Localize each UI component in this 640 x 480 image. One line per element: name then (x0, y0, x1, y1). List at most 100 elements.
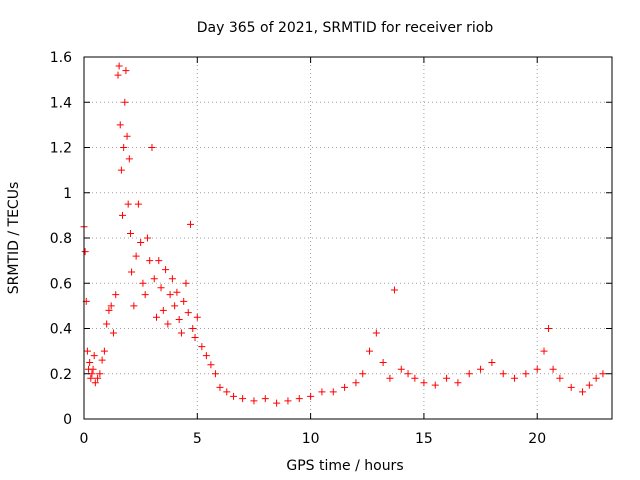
data-point (207, 361, 215, 369)
data-point (126, 229, 134, 237)
data-point (143, 234, 151, 242)
y-axis-label: SRMTID / TECUs (6, 182, 22, 295)
data-point (585, 381, 593, 389)
y-tick-label: 1.2 (50, 141, 72, 157)
data-point (202, 352, 210, 360)
data-point (273, 399, 281, 407)
chart-title: Day 365 of 2021, SRMTID for receiver rio… (197, 20, 494, 36)
data-point (175, 315, 183, 323)
data-point (477, 365, 485, 373)
data-point (86, 358, 94, 366)
data-point (112, 291, 120, 299)
data-point (128, 268, 136, 276)
data-point (114, 71, 122, 79)
data-point (155, 257, 163, 265)
x-tick-label: 20 (528, 431, 546, 447)
data-point (599, 370, 607, 378)
data-point (96, 370, 104, 378)
data-point (411, 374, 419, 382)
data-point (146, 257, 154, 265)
data-point (366, 347, 374, 355)
data-point (157, 284, 165, 292)
data-point (511, 374, 519, 382)
y-tick-label: 1.4 (50, 95, 72, 111)
data-point (132, 252, 140, 260)
data-point (153, 313, 161, 321)
data-point (150, 275, 158, 283)
data-point (307, 392, 315, 400)
data-point (94, 374, 102, 382)
data-point (122, 67, 130, 75)
axis-ticks (83, 56, 612, 420)
data-point (116, 121, 124, 129)
data-point (83, 347, 91, 355)
data-point (184, 309, 192, 317)
data-point (465, 370, 473, 378)
data-point (187, 220, 195, 228)
data-point (166, 291, 174, 299)
data-point (488, 358, 496, 366)
data-point (284, 397, 292, 405)
x-tick-labels: 0 5 10 15 20 (80, 431, 547, 447)
data-point (193, 313, 201, 321)
data-point (198, 343, 206, 351)
data-point (454, 379, 462, 387)
data-point (359, 370, 367, 378)
data-point (90, 352, 98, 360)
data-point (540, 347, 548, 355)
x-axis-label: GPS time / hours (286, 458, 403, 474)
data-point (121, 98, 129, 106)
data-point (109, 329, 117, 337)
data-point (567, 383, 575, 391)
data-point (120, 144, 128, 151)
data-point (87, 374, 95, 382)
x-tick-label: 10 (302, 431, 320, 447)
data-point (130, 302, 138, 310)
data-point (119, 211, 127, 219)
y-tick-label: 1.6 (50, 50, 72, 66)
data-point (168, 275, 176, 283)
data-point (533, 365, 541, 373)
data-point (556, 374, 564, 382)
data-point (420, 379, 428, 387)
data-point (390, 286, 398, 294)
data-points (80, 62, 607, 407)
data-point (216, 383, 224, 391)
data-point (123, 132, 131, 140)
data-point (239, 395, 247, 403)
data-point (379, 358, 387, 366)
data-point (431, 381, 439, 389)
x-tick-label: 15 (415, 431, 433, 447)
data-point (117, 166, 125, 174)
data-point (211, 370, 219, 378)
y-tick-label: 0.4 (50, 322, 72, 338)
data-point (261, 395, 269, 403)
data-point (341, 383, 349, 391)
data-point (103, 320, 111, 328)
data-point (329, 388, 337, 396)
data-point (499, 370, 507, 378)
grid (84, 57, 612, 419)
data-point (134, 200, 142, 208)
data-point (141, 291, 149, 299)
data-point (386, 374, 394, 382)
data-point (173, 288, 181, 296)
data-point (137, 239, 145, 247)
data-point (352, 379, 360, 387)
x-tick-label: 0 (80, 431, 89, 447)
data-point (89, 365, 97, 373)
data-point (182, 279, 190, 287)
data-point (295, 395, 303, 403)
data-point (443, 374, 451, 382)
data-point (250, 397, 258, 405)
x-tick-label: 5 (193, 431, 202, 447)
data-point (125, 155, 133, 163)
data-point (592, 374, 600, 382)
y-tick-label: 0.2 (50, 367, 72, 383)
data-point (81, 248, 89, 256)
data-point (189, 325, 197, 332)
data-point (100, 347, 108, 355)
data-point (159, 306, 167, 314)
data-point (105, 306, 113, 314)
